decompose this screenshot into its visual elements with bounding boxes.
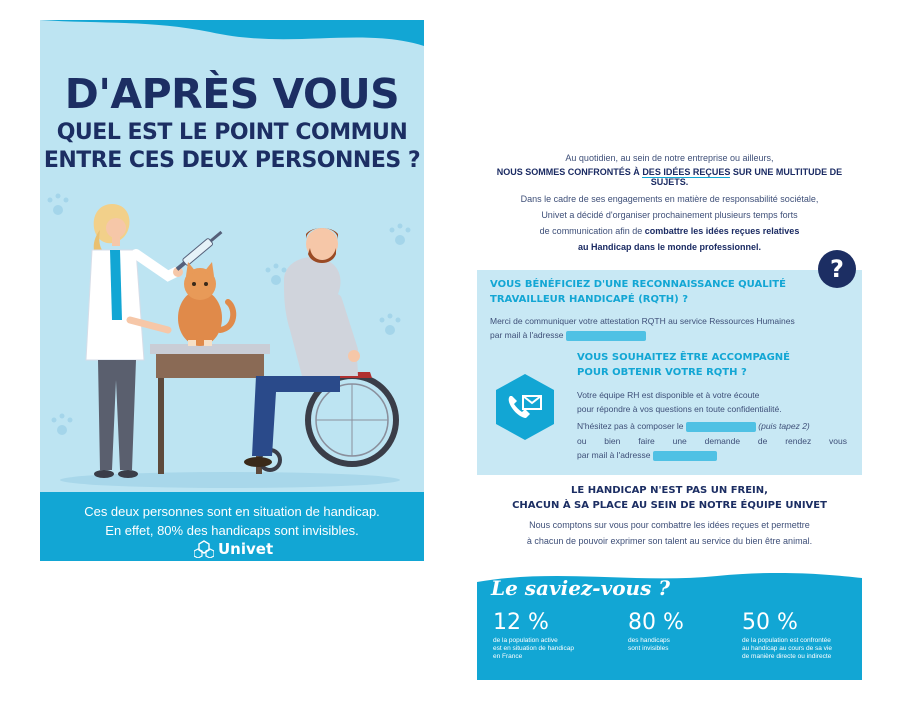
poster-title-line2: QUEL EST LE POINT COMMUN [56,120,408,145]
paw-print-icon [47,193,411,435]
poster: D'APRÈS VOUS QUEL EST LE POINT COMMUN EN… [40,20,424,561]
intro-line2-c: SUR UNE MULTITUDE DE SUJETS. [650,167,843,187]
stat-2-line2: sont invisibles [628,645,669,652]
support-text1: Votre équipe RH est disponible et à votr… [577,390,760,400]
stat-3-value: 50 % [742,610,798,635]
intro-line1: Au quotidien, au sein de notre entrepris… [565,153,774,163]
exam-table [150,344,270,474]
wheelchair-user [244,228,399,472]
question-icon: ? [818,250,856,288]
stat-1-line2: est en situation de handicap [493,645,574,652]
stat-2-line1: des handicaps [628,637,670,644]
saviez-band [477,572,862,680]
veterinarian [85,204,183,478]
support-text5-row: par mail à l'adresse [577,450,717,461]
info-panel [477,270,862,475]
poster-title-line3: ENTRE CES DEUX PERSONNES ? [43,148,421,173]
stat-1-line3: en France [493,653,523,660]
section2-text2: à chacun de pouvoir exprimer son talent … [526,536,813,546]
intro-line4: Univet a décidé d'organiser prochainemen… [541,210,798,220]
univet-logo-icon [194,540,214,558]
section2-heading1: LE HANDICAP N'EST PAS UN FREIN, [571,485,768,496]
support-text3-row: N'hésitez pas à composer le (puis tapez … [577,421,810,432]
stat-3-line3: de manière directe ou indirecte [742,653,832,660]
saviez-title: Le saviez-vous ? [491,576,671,600]
phone-mail-icon [496,374,554,440]
support-heading1: VOUS SOUHAITEZ ÊTRE ACCOMPAGNÉ [577,352,790,363]
stat-1-line1: de la population active [493,637,558,644]
support-text2: pour répondre à vos questions en toute c… [577,404,782,414]
illustration [47,193,411,488]
support-text3-note: (puis tapez 2) [758,421,810,431]
support-text5: par mail à l'adresse [577,450,651,460]
intro-line6: au Handicap dans le monde professionnel. [577,242,762,252]
rqth-heading2: TRAVAILLEUR HANDICAPÉ (RQTH) ? [490,294,689,305]
intro-line3: Dans le cadre de ses engagements en mati… [520,194,819,204]
stat-3-line2: au handicap au cours de sa vie [742,645,832,652]
stat-3-line1: de la population est confrontée [742,637,831,644]
logo-text: Univet [218,540,274,558]
section2-heading2: CHACUN À SA PLACE AU SEIN DE NOTRE ÉQUIP… [512,500,827,511]
stat-3-text: de la population est confrontée au handi… [742,637,832,661]
intro-line5: de communication afin de combattre les i… [477,226,862,236]
intro-line2-a: NOUS SOMMES CONFRONTÉS À [496,167,643,177]
intro-line5-b: combattre les idées reçues relatives [644,226,800,236]
poster-top-wave [40,20,424,46]
stat-1-text: de la population active est en situation… [493,637,574,661]
poster-footer [40,492,424,561]
rqth-text2-row: par mail à l'adresse [490,330,646,341]
rqth-text2: par mail à l'adresse [490,330,564,340]
intro-line5-a: de communication afin de [539,226,645,236]
intro-line2: NOUS SOMMES CONFRONTÉS À DES IDÉES REÇUE… [477,167,862,187]
rqth-text1: Merci de communiquer votre attestation R… [490,316,795,326]
poster-title-line1: D'APRÈS VOUS [64,70,400,118]
redacted-email [565,330,646,341]
redacted-phone [685,421,756,432]
rqth-heading1: VOUS BÉNÉFICIEZ D'UNE RECONNAISSANCE QUA… [490,279,786,290]
support-text4: ou bien faire une demande de rendez vous [577,436,847,446]
section2-text1: Nous comptons sur vous pour combattre le… [529,520,810,530]
support-text3: N'hésitez pas à composer le [577,421,684,431]
support-heading2: POUR OBTENIR VOTRE RQTH ? [577,367,747,378]
intro-line2-highlight: DES IDÉES REÇUES [642,167,731,178]
poster-footer-line2: En effet, 80% des handicaps sont invisib… [105,523,359,538]
stat-2-value: 80 % [628,610,684,635]
redacted-email-2 [652,450,717,461]
univet-logo: Univet [194,539,273,559]
cat [178,262,237,346]
stat-2-text: des handicaps sont invisibles [628,637,670,653]
poster-footer-line1: Ces deux personnes sont en situation de … [84,504,380,519]
stat-1-value: 12 % [493,610,549,635]
syringe [175,230,223,271]
